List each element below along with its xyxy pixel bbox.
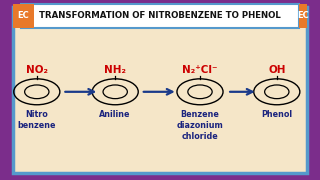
Text: NO₂: NO₂ xyxy=(26,65,48,75)
Text: EC: EC xyxy=(17,11,29,20)
Bar xyxy=(21,4,299,28)
Text: TRANSFORMATION OF NITROBENZENE TO PHENOL: TRANSFORMATION OF NITROBENZENE TO PHENOL xyxy=(39,11,281,20)
Text: Benzene
diazonium
chloride: Benzene diazonium chloride xyxy=(177,110,223,141)
Text: N₂⁺Cl⁻: N₂⁺Cl⁻ xyxy=(182,65,218,75)
Text: Phenol: Phenol xyxy=(261,110,292,119)
Bar xyxy=(299,4,307,28)
Text: Nitro
benzene: Nitro benzene xyxy=(18,110,56,130)
Text: NH₂: NH₂ xyxy=(104,65,126,75)
Text: Aniline: Aniline xyxy=(100,110,131,119)
Text: EC: EC xyxy=(297,11,309,20)
FancyBboxPatch shape xyxy=(13,7,307,173)
Text: OH: OH xyxy=(268,65,285,75)
Bar xyxy=(13,4,34,28)
